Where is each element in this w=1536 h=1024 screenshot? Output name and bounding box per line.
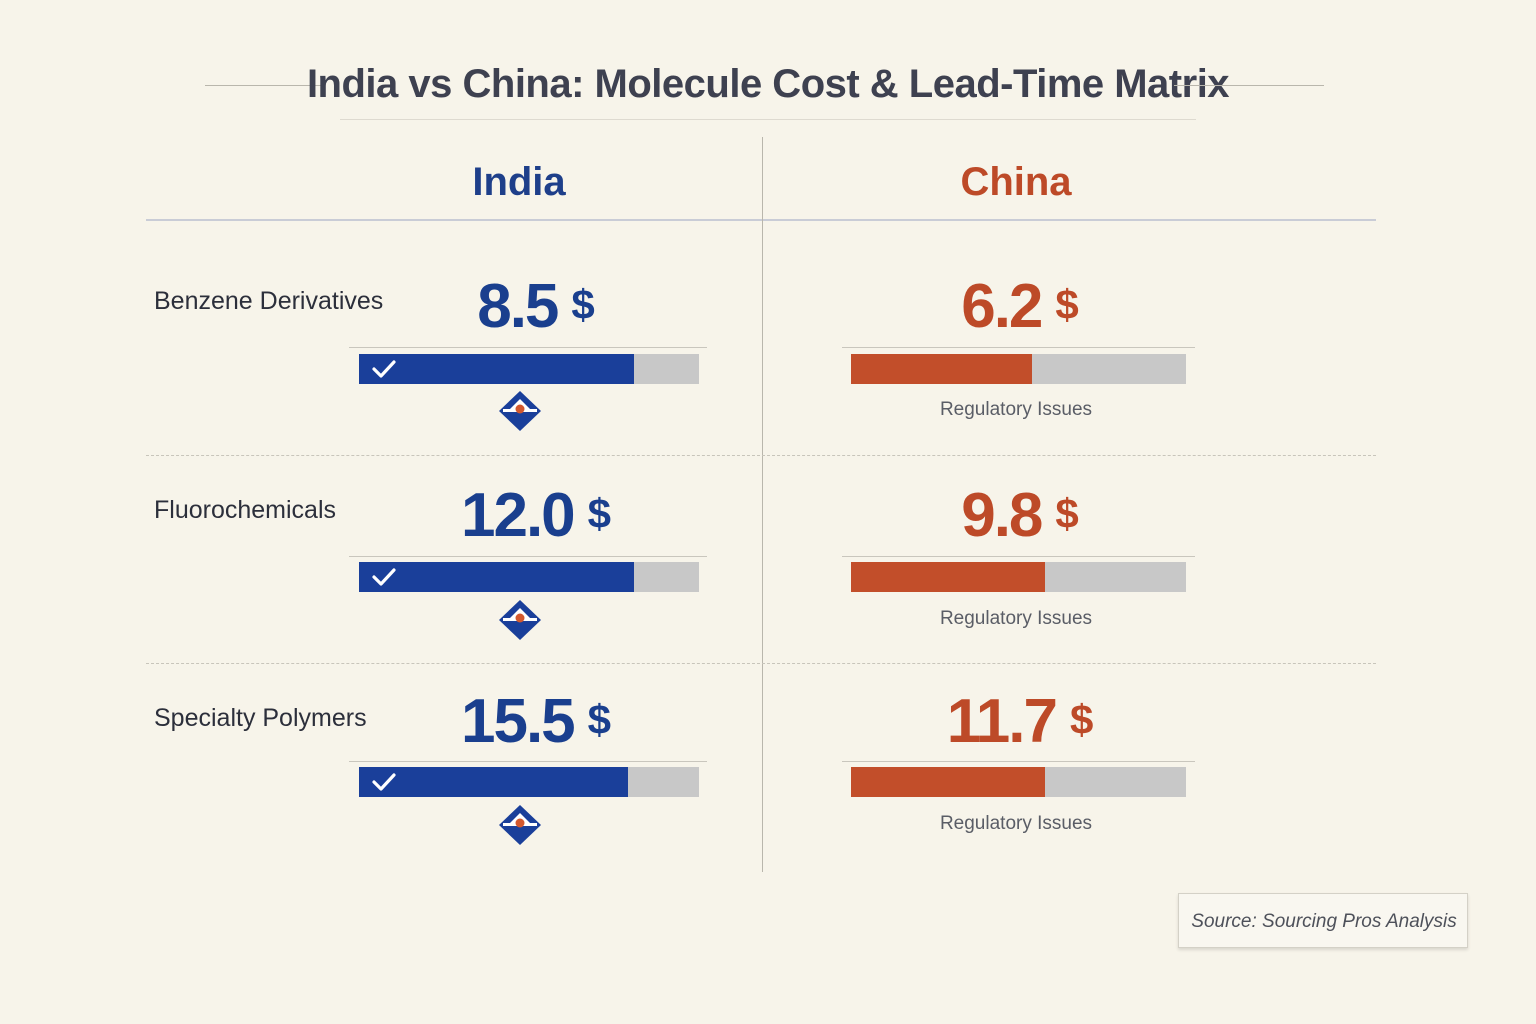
india-bar: [359, 562, 634, 592]
china-bar: [851, 767, 1045, 797]
china-value: 9.8 $: [840, 479, 1200, 551]
chart-title: India vs China: Molecule Cost & Lead-Tim…: [306, 62, 1230, 106]
row-label: Benzene Derivatives: [154, 287, 384, 315]
china-value: 11.7 $: [840, 685, 1200, 757]
china-note: Regulatory Issues: [939, 813, 1093, 834]
india-bar-track: [359, 562, 699, 592]
india-value-number: 15.5: [460, 687, 576, 756]
india-bar-track: [359, 767, 699, 797]
title-rule-left: [205, 85, 325, 86]
title-area: India vs China: Molecule Cost & Lead-Tim…: [0, 52, 1536, 116]
china-value-number: 11.7: [946, 687, 1058, 756]
matrix-row-specialty-polymers: Specialty Polymers 15.5 $ 11.7 $ Regulator…: [0, 685, 1536, 885]
india-value-number: 8.5: [477, 272, 559, 341]
diamond-badge-icon: [499, 391, 541, 431]
row-separator: [146, 663, 1376, 664]
india-bar: [359, 354, 634, 384]
china-value-number: 6.2: [961, 272, 1043, 341]
china-bar: [851, 354, 1032, 384]
china-bar: [851, 562, 1045, 592]
diamond-badge-icon: [499, 600, 541, 640]
column-header-india: India: [472, 160, 566, 204]
title-underline: [340, 119, 1196, 120]
china-note: Regulatory Issues: [939, 399, 1093, 420]
currency-symbol: $: [1069, 696, 1094, 743]
source-note: Source: Sourcing Pros Analysis: [1191, 911, 1457, 932]
row-separator: [146, 455, 1376, 456]
china-note: Regulatory Issues: [939, 608, 1093, 629]
column-header-china: China: [960, 160, 1072, 204]
china-value-number: 9.8: [961, 481, 1043, 550]
china-bar-track: [851, 562, 1186, 592]
india-value: 12.0 $: [356, 479, 716, 551]
currency-symbol: $: [571, 281, 595, 328]
matrix-row-benzene-derivatives: Benzene Derivatives 8.5 $ 6.2 $ Regulatory…: [0, 270, 1536, 470]
currency-symbol: $: [587, 696, 612, 743]
china-value: 6.2 $: [840, 270, 1200, 342]
currency-symbol: $: [1055, 281, 1079, 328]
india-value: 15.5 $: [356, 685, 716, 757]
diamond-badge-icon: [499, 805, 541, 845]
title-rule-right: [1174, 85, 1324, 86]
matrix-row-fluorochemicals: Fluorochemicals 12.0 $ 9.8 $ Regulatory Is…: [0, 479, 1536, 679]
value-rule-china: [842, 556, 1195, 557]
row-label: Fluorochemicals: [154, 496, 337, 524]
check-icon: [372, 773, 396, 791]
value-rule-india: [349, 556, 707, 557]
value-rule-india: [349, 761, 707, 762]
check-icon: [372, 568, 396, 586]
china-bar-track: [851, 354, 1186, 384]
china-bar-track: [851, 767, 1186, 797]
currency-symbol: $: [587, 490, 612, 537]
india-value-number: 12.0: [460, 481, 576, 550]
check-icon: [372, 360, 396, 378]
india-bar-track: [359, 354, 699, 384]
value-rule-india: [349, 347, 707, 348]
header-rule: [146, 219, 1376, 221]
column-divider: [762, 137, 763, 872]
india-bar: [359, 767, 628, 797]
row-label: Specialty Polymers: [154, 704, 367, 732]
value-rule-china: [842, 347, 1195, 348]
currency-symbol: $: [1055, 490, 1079, 537]
source-box: Source: Sourcing Pros Analysis: [1178, 893, 1468, 948]
value-rule-china: [842, 761, 1195, 762]
india-value: 8.5 $: [356, 270, 716, 342]
